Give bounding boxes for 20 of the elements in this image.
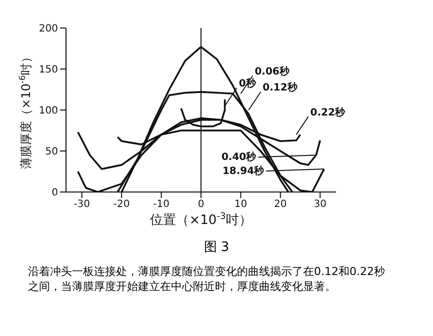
annotation: 0.12秒 <box>262 82 298 94</box>
x-tick-label: 10 <box>234 199 248 210</box>
x-tick-label: 20 <box>274 199 287 210</box>
x-tick-label: 0 <box>198 199 204 210</box>
text: 沿着冲头一板连接处，薄膜厚度随位置变化的曲线揭示了在0.12和0.22秒之间，当薄膜厚度开始建立在中心附近时，厚度曲线变化显著。 <box>27 264 386 294</box>
y-tick-label: 0 <box>52 188 58 199</box>
x-tick-label: -10 <box>153 199 170 210</box>
y-tick-label: 50 <box>45 146 58 158</box>
text: 图 3 <box>202 239 230 256</box>
x-tick-label: -20 <box>113 199 130 210</box>
x-tick-label: -30 <box>74 199 90 210</box>
x-tick-label: 30 <box>314 199 326 210</box>
annotation: 18.94秒 <box>222 164 266 177</box>
x-axis-title: 位置（×10$^{-3}$吋） <box>150 212 252 228</box>
annotation: 0.22秒 <box>310 106 346 118</box>
annotation: 0.40秒 <box>221 150 258 163</box>
y-tick-label: 100 <box>38 106 58 117</box>
y-tick-label: 200 <box>38 24 58 35</box>
annotation: 0.06秒 <box>254 65 290 78</box>
y-tick-label: 150 <box>38 64 58 76</box>
